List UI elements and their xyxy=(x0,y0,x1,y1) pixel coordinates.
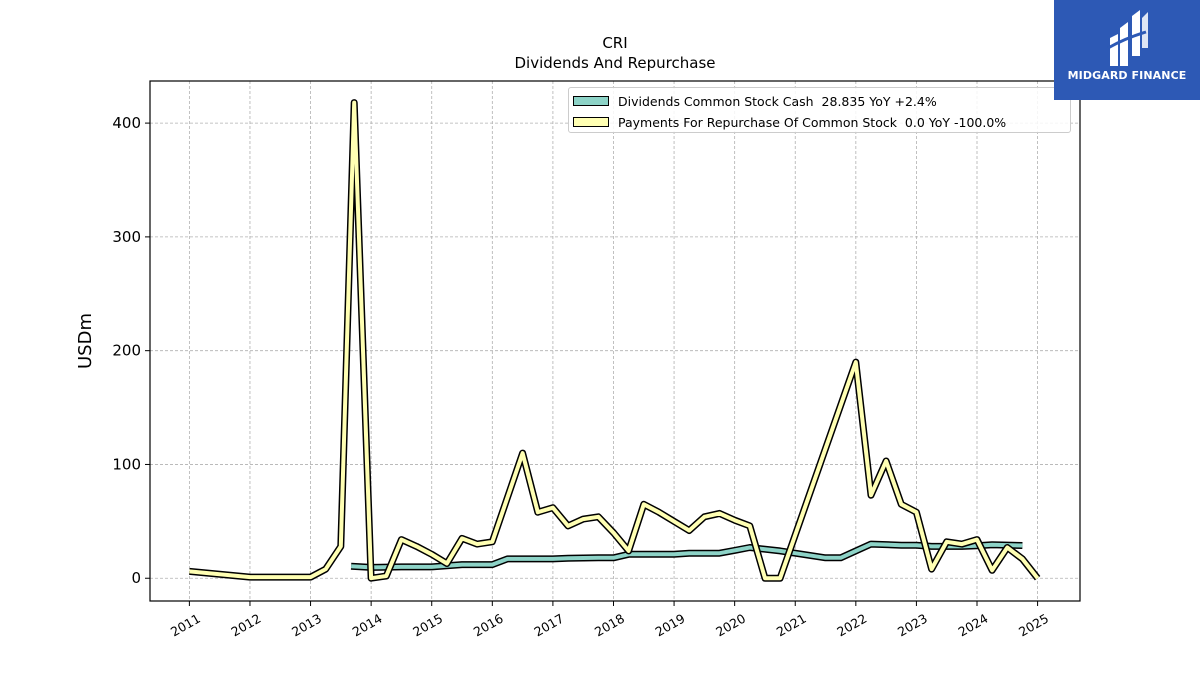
legend-swatch-dividends xyxy=(573,96,609,106)
series-layer xyxy=(189,99,1041,582)
legend: Dividends Common Stock Cash 28.835 YoY +… xyxy=(568,87,1071,133)
midgard-finance-logo: MIDGARD FINANCE xyxy=(1054,0,1200,100)
x-tick-label: 2019 xyxy=(653,611,688,640)
legend-label-dividends: Dividends Common Stock Cash 28.835 YoY +… xyxy=(618,93,937,109)
x-tick-label: 2017 xyxy=(531,611,566,640)
chart-title: Dividends And Repurchase xyxy=(514,54,715,72)
x-tick-label: 2012 xyxy=(228,611,263,640)
y-tick-label: 300 xyxy=(112,228,141,246)
x-tick-label: 2015 xyxy=(410,611,445,640)
logo-text: MIDGARD FINANCE xyxy=(1067,69,1187,82)
x-tick-label: 2021 xyxy=(774,611,809,640)
x-tick-label: 2011 xyxy=(168,611,203,640)
plot-frame xyxy=(149,80,1081,602)
y-tick-label: 200 xyxy=(112,342,141,360)
x-tick-label: 2018 xyxy=(592,611,627,640)
legend-item-repurchase: Payments For Repurchase Of Common Stock … xyxy=(573,114,1006,130)
legend-item-dividends: Dividends Common Stock Cash 28.835 YoY +… xyxy=(573,93,937,109)
legend-swatch-repurchase xyxy=(573,117,609,127)
y-tick-label: 0 xyxy=(131,569,141,587)
legend-label-repurchase: Payments For Repurchase Of Common Stock … xyxy=(618,114,1007,130)
y-tick-label: 100 xyxy=(112,455,141,473)
x-tick-label: 2023 xyxy=(895,611,930,640)
x-tick-label: 2014 xyxy=(350,611,385,640)
logo-mark-icon xyxy=(1107,10,1148,66)
x-tick-label: 2024 xyxy=(955,611,990,640)
series-line-dividends xyxy=(350,542,1023,570)
chart-ticker: CRI xyxy=(602,34,627,52)
y-axis-label: USDm xyxy=(75,313,96,369)
y-tick-label: 400 xyxy=(112,114,141,132)
series-line-repurchase xyxy=(189,100,1040,581)
x-tick-label: 2013 xyxy=(289,611,324,640)
x-tick-label: 2022 xyxy=(834,611,869,640)
x-tick-label: 2025 xyxy=(1016,611,1051,640)
grid xyxy=(150,81,1080,601)
x-tick-label: 2020 xyxy=(713,611,748,640)
x-tick-label: 2016 xyxy=(471,611,506,640)
